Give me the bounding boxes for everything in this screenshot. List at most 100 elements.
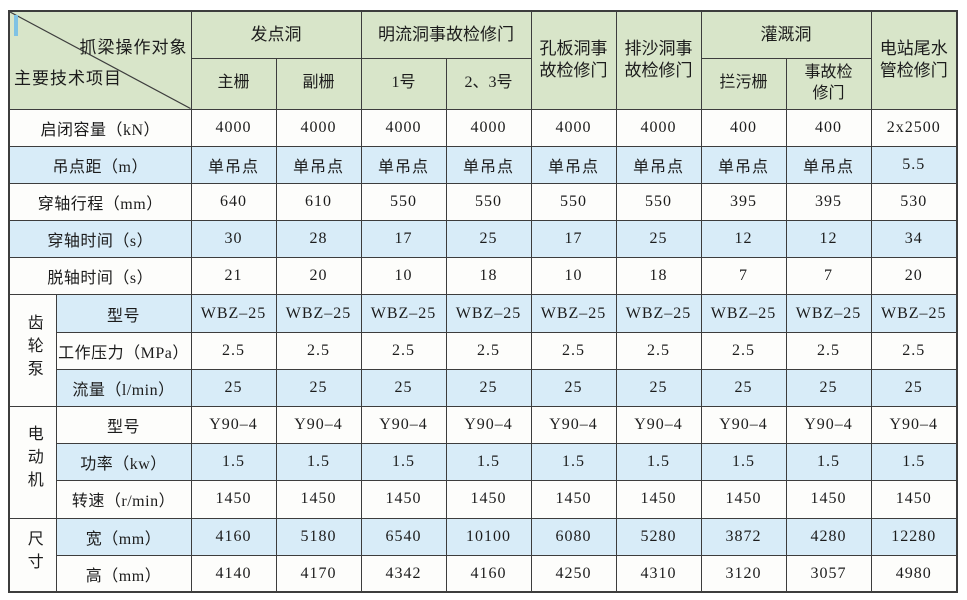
cell-r2-c3: 单吊点	[360, 145, 447, 184]
row-label: 转速（r/min）	[55, 480, 192, 519]
cell-r9-c8: Y90–4	[785, 405, 872, 445]
cell-r6-c5: WBZ–25	[530, 294, 617, 333]
cell-r10-c7: 1.5	[700, 443, 787, 482]
cell-r3-c8: 395	[785, 182, 872, 222]
cell-r12-c2: 5180	[275, 517, 362, 556]
row-label: 流量（l/min）	[55, 368, 192, 408]
cell-r8-c7: 25	[700, 368, 787, 408]
cell-r12-c3: 6540	[360, 517, 447, 556]
cell-r12-c4: 10100	[445, 517, 532, 556]
column-sub-2-1: 1号	[360, 57, 447, 110]
cell-r2-c8: 单吊点	[785, 145, 872, 184]
row-label: 功率（kw）	[55, 443, 192, 482]
cell-r7-c8: 2.5	[785, 331, 872, 370]
cell-r3-c6: 550	[615, 182, 702, 222]
cell-r13-c2: 4170	[275, 554, 362, 593]
cell-r5-c9: 20	[870, 257, 958, 296]
cell-r6-c1: WBZ–25	[190, 294, 277, 333]
cell-r6-c3: WBZ–25	[360, 294, 447, 333]
cell-r1-c7: 400	[700, 108, 787, 147]
cell-r13-c6: 4310	[615, 554, 702, 593]
cell-r4-c1: 30	[190, 220, 277, 259]
cell-r4-c3: 17	[360, 220, 447, 259]
cell-r2-c1: 单吊点	[190, 145, 277, 184]
cell-r12-c1: 4160	[190, 517, 277, 556]
cell-r11-c7: 1450	[700, 480, 787, 519]
cell-r7-c6: 2.5	[615, 331, 702, 370]
table-row: 流量（l/min） 25 25 25 25 25 25 25 25 25	[9, 368, 958, 408]
corner-label-operation-objects: 抓梁操作对象	[79, 38, 188, 57]
cell-r8-c5: 25	[530, 368, 617, 408]
cell-r11-c6: 1450	[615, 480, 702, 519]
cell-r5-c6: 18	[615, 257, 702, 296]
cell-r1-c6: 4000	[615, 108, 702, 147]
cell-r2-c7: 单吊点	[700, 145, 787, 184]
table-row: 尺寸 宽（mm） 4160 5180 6540 10100 6080 5280 3872 4280…	[8, 517, 958, 593]
cell-r1-c2: 4000	[275, 108, 362, 147]
cell-r1-c5: 4000	[530, 108, 617, 147]
column-group-1: 发点洞	[190, 10, 362, 59]
cell-r12-c9: 12280	[870, 517, 958, 556]
cell-r7-c3: 2.5	[360, 331, 447, 370]
column-sub-2-2: 2、3号	[445, 57, 532, 110]
table-row: 齿轮泵 型号 WBZ–25 WBZ–25 WBZ–25 WBZ–25 WBZ–25 WBZ–2…	[8, 294, 958, 407]
cell-r11-c5: 1450	[530, 480, 617, 519]
cell-r9-c6: Y90–4	[615, 405, 702, 445]
cell-r3-c2: 610	[275, 182, 362, 222]
cell-r7-c9: 2.5	[870, 331, 958, 370]
cell-r9-c7: Y90–4	[700, 405, 787, 445]
row-label: 型号	[55, 405, 192, 445]
cell-r8-c3: 25	[360, 368, 447, 408]
cell-r13-c7: 3120	[700, 554, 787, 593]
cell-r8-c8: 25	[785, 368, 872, 408]
cell-r3-c4: 550	[445, 182, 532, 222]
cell-r2-c2: 单吊点	[275, 145, 362, 184]
cell-r5-c2: 20	[275, 257, 362, 296]
row-group-label: 尺寸	[24, 529, 42, 576]
table-row: 功率（kw） 1.5 1.5 1.5 1.5 1.5 1.5 1.5 1.5 1.5	[9, 443, 958, 482]
cell-r2-c6: 单吊点	[615, 145, 702, 184]
cell-r1-c1: 4000	[190, 108, 277, 147]
row-label: 宽（mm）	[55, 517, 192, 556]
cell-r11-c9: 1450	[870, 480, 958, 519]
table-row: 高（mm） 4140 4170 4342 4160 4250 4310 3120 3057 498…	[9, 554, 958, 593]
cell-r10-c2: 1.5	[275, 443, 362, 482]
cell-r9-c3: Y90–4	[360, 405, 447, 445]
spec-table-container: 抓梁操作对象 主要技术项目 发点洞 明流洞事故检修门 孔板洞事 故检修门 排沙洞事 故…	[8, 10, 958, 594]
cell-r12-c5: 6080	[530, 517, 617, 556]
cell-r7-c2: 2.5	[275, 331, 362, 370]
cell-r6-c2: WBZ–25	[275, 294, 362, 333]
column-sub-1-2: 副栅	[275, 57, 362, 110]
cell-r3-c1: 640	[190, 182, 277, 222]
cell-r5-c1: 21	[190, 257, 277, 296]
cell-r2-c4: 单吊点	[445, 145, 532, 184]
cell-r4-c7: 12	[700, 220, 787, 259]
cell-r9-c9: Y90–4	[870, 405, 958, 445]
column-sub-1-1: 主栅	[190, 57, 277, 110]
cell-r13-c9: 4980	[870, 554, 958, 593]
cell-r4-c8: 12	[785, 220, 872, 259]
cell-r4-c2: 28	[275, 220, 362, 259]
cell-r3-c3: 550	[360, 182, 447, 222]
cell-r3-c7: 395	[700, 182, 787, 222]
row-label: 高（mm）	[55, 554, 192, 593]
row-group-label: 齿轮泵	[24, 313, 42, 383]
cell-r13-c1: 4140	[190, 554, 277, 593]
cell-r10-c3: 1.5	[360, 443, 447, 482]
cursor-tick	[14, 15, 18, 36]
cell-r4-c5: 17	[530, 220, 617, 259]
cell-r1-c9: 2x2500	[870, 108, 958, 147]
cell-r1-c8: 400	[785, 108, 872, 147]
column-group-6: 电站尾水 管检修门	[870, 10, 958, 110]
cell-r1-c4: 4000	[445, 108, 532, 147]
cell-r3-c9: 530	[870, 182, 958, 222]
table-row: 转速（r/min） 1450 1450 1450 1450 1450 1450 1450 145…	[9, 480, 958, 519]
cell-r13-c8: 3057	[785, 554, 872, 593]
table-row: 吊点距（m） 单吊点 单吊点 单吊点 单吊点 单吊点 单吊点 单吊点 单吊点 5.5	[8, 145, 958, 184]
cell-r8-c2: 25	[275, 368, 362, 408]
cell-r7-c5: 2.5	[530, 331, 617, 370]
cell-r9-c1: Y90–4	[190, 405, 277, 445]
cell-r6-c4: WBZ–25	[445, 294, 532, 333]
row-label: 型号	[55, 294, 192, 333]
cell-r11-c2: 1450	[275, 480, 362, 519]
